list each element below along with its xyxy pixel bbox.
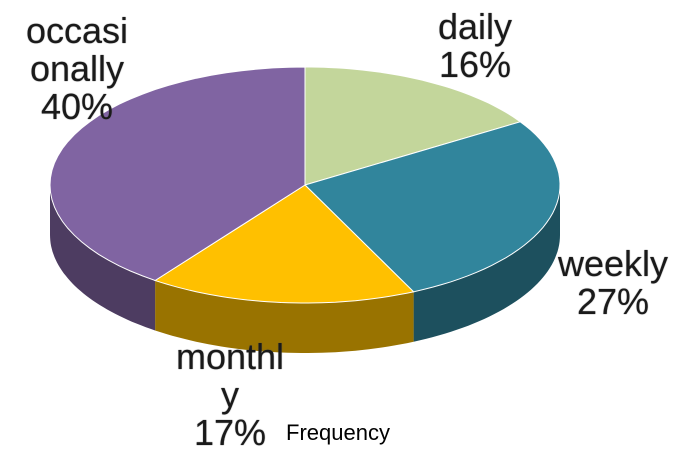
slice (304, 121, 561, 293)
value-label: 16% (438, 44, 512, 85)
category-label: weekly (557, 243, 669, 284)
slice-label: monthly 17% (160, 338, 300, 452)
category-label: daily (437, 6, 513, 47)
slice-side (413, 185, 560, 342)
value-label: 40% (40, 86, 114, 127)
chart-title: Frequency (286, 420, 390, 445)
slice-label: occasionally 40% (12, 12, 142, 126)
category-label: occasionally (25, 10, 129, 89)
value-label: 17% (193, 412, 267, 453)
slice (304, 66, 522, 186)
slice-label: weekly 27% (548, 245, 678, 321)
slice-side (155, 280, 414, 353)
slice-label: daily 16% (410, 8, 540, 84)
slice (153, 184, 415, 304)
category-label: monthly (175, 336, 285, 415)
value-label: 27% (576, 281, 650, 322)
slice-side (50, 185, 156, 331)
slice (49, 66, 306, 282)
